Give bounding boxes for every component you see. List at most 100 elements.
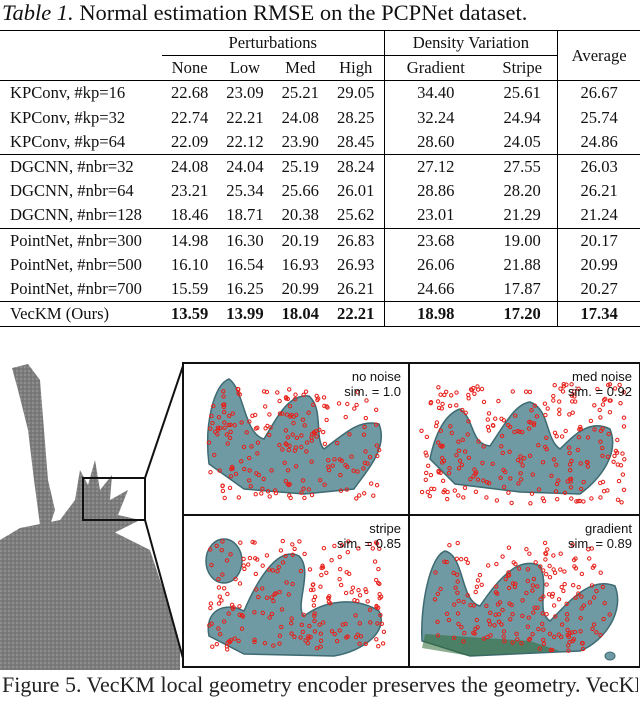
sample-point <box>321 429 326 435</box>
sample-point <box>355 469 360 474</box>
method-cell: PointNet, #nbr=700 <box>10 279 142 299</box>
sample-point <box>269 595 274 600</box>
sample-point <box>210 644 215 649</box>
sample-point <box>311 603 317 608</box>
sample-point <box>527 419 532 425</box>
sample-point <box>313 429 319 434</box>
sample-point <box>299 622 305 628</box>
sample-point <box>581 479 586 485</box>
sample-point <box>252 637 257 643</box>
sample-point <box>448 424 453 429</box>
value-cell: 16.54 <box>226 254 264 274</box>
method-cell: KPConv, #kp=64 <box>10 131 126 151</box>
sample-point <box>576 498 581 504</box>
sample-point <box>580 646 586 652</box>
sample-point <box>208 547 213 552</box>
sample-point <box>589 583 595 588</box>
sample-point <box>375 621 380 626</box>
sample-point <box>287 443 292 449</box>
sample-point <box>312 613 317 619</box>
sample-point <box>499 444 504 449</box>
sample-point <box>614 450 620 455</box>
sample-point <box>471 474 476 479</box>
sample-point <box>381 629 387 635</box>
sample-point <box>301 486 306 491</box>
sample-point <box>555 497 560 502</box>
method-cell: DGCNN, #nbr=128 <box>10 205 142 225</box>
value-cell: 18.04 <box>272 301 328 328</box>
sample-point <box>452 602 457 607</box>
sample-point <box>314 434 319 439</box>
sample-point <box>481 444 486 449</box>
sample-point <box>248 484 254 489</box>
sample-point <box>210 420 215 426</box>
sample-point <box>611 459 616 465</box>
sample-point <box>547 575 553 580</box>
sample-point <box>321 620 326 625</box>
value-cell: 20.19 <box>272 227 328 253</box>
sample-point <box>553 614 558 619</box>
sample-point <box>619 500 624 505</box>
sample-point <box>533 560 538 565</box>
value-cell: 17.20 <box>487 301 558 328</box>
sample-point <box>216 585 222 590</box>
sample-point <box>212 452 217 458</box>
sample-point <box>303 389 309 394</box>
sample-point <box>364 398 369 403</box>
sample-point <box>490 461 495 467</box>
sample-point <box>456 439 461 444</box>
sample-point <box>211 403 216 409</box>
sample-point <box>435 399 441 404</box>
sample-point <box>451 570 456 576</box>
sample-point <box>338 472 343 478</box>
sample-point <box>571 389 577 394</box>
sample-point <box>517 429 522 434</box>
sample-point <box>249 444 254 449</box>
sample-point <box>222 495 227 501</box>
sample-point <box>551 457 557 462</box>
sample-point <box>511 560 516 565</box>
sample-point <box>579 571 585 577</box>
sample-point <box>260 586 265 591</box>
sample-point <box>527 453 533 459</box>
sample-point <box>237 581 243 586</box>
sample-point <box>535 584 540 589</box>
sample-point <box>499 416 504 421</box>
sample-point <box>260 486 265 492</box>
sample-point <box>355 632 361 637</box>
sample-point <box>350 585 356 590</box>
sample-point <box>600 445 605 451</box>
sample-point <box>507 449 512 455</box>
sample-point <box>541 627 546 632</box>
value-cell: 20.99 <box>557 252 640 278</box>
sample-point <box>229 637 234 643</box>
sample-point <box>520 613 525 619</box>
sample-point <box>224 432 229 437</box>
sample-point <box>440 478 446 484</box>
sample-point <box>463 410 468 415</box>
sample-point <box>487 622 493 627</box>
value-cell: 26.21 <box>557 179 640 204</box>
value-cell: 25.21 <box>272 80 328 106</box>
sample-point <box>374 407 379 412</box>
value-cell: 22.21 <box>327 301 384 328</box>
sample-point <box>254 587 259 592</box>
sample-point <box>481 636 487 641</box>
sample-point <box>572 394 577 399</box>
value-cell: 22.74 <box>170 107 209 127</box>
sample-point <box>563 428 568 434</box>
sample-point <box>434 423 439 429</box>
sample-point <box>230 606 235 612</box>
sample-point <box>506 585 512 591</box>
sample-point <box>277 633 283 638</box>
sample-point <box>227 485 233 491</box>
sample-point <box>209 413 214 419</box>
sample-point <box>540 460 546 465</box>
sample-point <box>239 626 245 631</box>
sample-point <box>259 491 264 496</box>
sample-point <box>472 467 477 472</box>
sample-point <box>346 539 351 544</box>
sample-point <box>559 584 564 590</box>
sample-point <box>562 569 567 574</box>
sample-point <box>440 460 445 465</box>
